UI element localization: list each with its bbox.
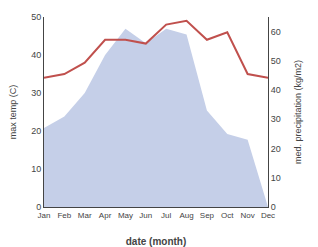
- svg-text:May: May: [118, 211, 133, 220]
- svg-text:20: 20: [31, 126, 41, 136]
- svg-text:60: 60: [271, 27, 281, 37]
- svg-text:30: 30: [271, 114, 281, 124]
- svg-text:Jan: Jan: [38, 211, 51, 220]
- svg-text:0: 0: [271, 202, 276, 212]
- svg-text:50: 50: [271, 56, 281, 66]
- svg-text:med. precipitation (kg/m2): med. precipitation (kg/m2): [293, 60, 303, 164]
- svg-text:Jul: Jul: [161, 211, 171, 220]
- svg-text:Feb: Feb: [57, 211, 71, 220]
- svg-text:Apr: Apr: [99, 211, 112, 220]
- svg-text:Sep: Sep: [200, 211, 215, 220]
- svg-text:Dec: Dec: [261, 211, 275, 220]
- svg-text:Aug: Aug: [179, 211, 193, 220]
- svg-text:10: 10: [271, 173, 281, 183]
- svg-text:10: 10: [31, 164, 41, 174]
- svg-text:20: 20: [271, 144, 281, 154]
- svg-text:30: 30: [31, 88, 41, 98]
- svg-text:40: 40: [31, 50, 41, 60]
- svg-text:40: 40: [271, 85, 281, 95]
- svg-text:max temp (C): max temp (C): [8, 85, 18, 140]
- svg-text:0: 0: [36, 202, 41, 212]
- svg-text:50: 50: [31, 12, 41, 22]
- svg-text:Jun: Jun: [139, 211, 152, 220]
- svg-text:Oct: Oct: [221, 211, 234, 220]
- svg-text:Nov: Nov: [241, 211, 255, 220]
- svg-text:Mar: Mar: [78, 211, 92, 220]
- svg-text:date (month): date (month): [126, 236, 187, 247]
